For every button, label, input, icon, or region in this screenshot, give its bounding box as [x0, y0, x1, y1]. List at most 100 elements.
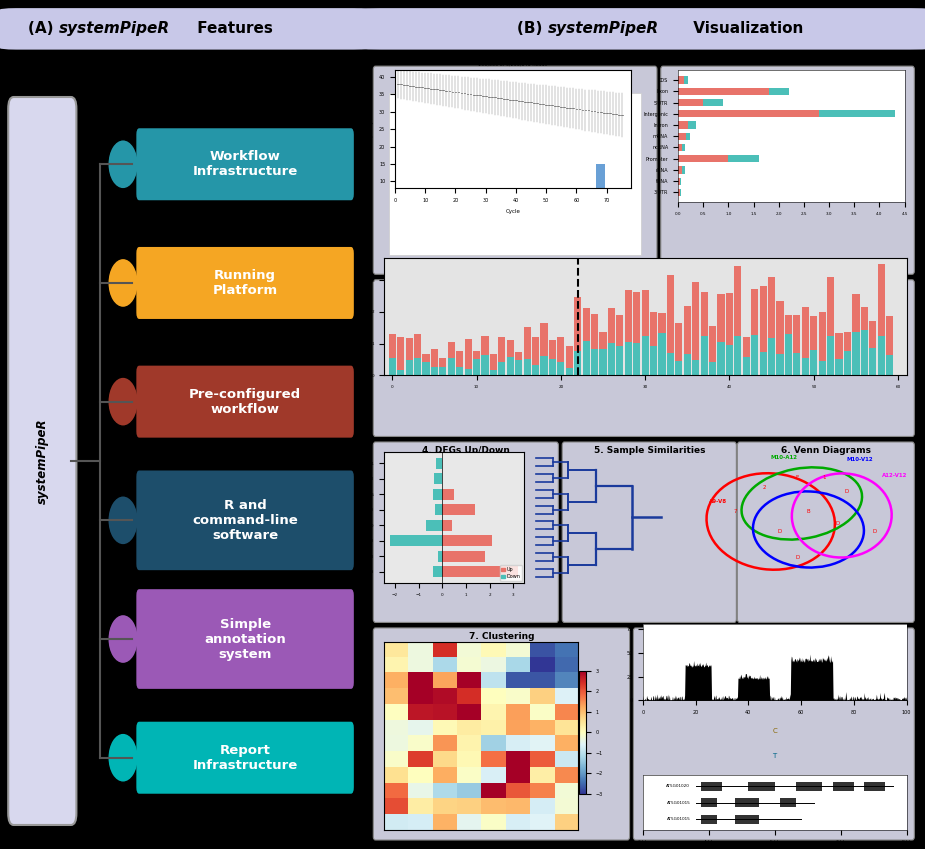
Text: AT5G01015: AT5G01015 [667, 818, 690, 821]
Bar [718, 294, 724, 342]
Bar [844, 332, 851, 351]
Bar [540, 356, 548, 375]
FancyBboxPatch shape [8, 97, 77, 825]
Text: (A): (A) [28, 21, 58, 37]
Bar [886, 355, 894, 375]
Text: D: D [845, 489, 848, 494]
Bar [827, 335, 834, 375]
Bar [678, 110, 819, 117]
Bar [785, 334, 792, 375]
Bar [624, 341, 632, 375]
FancyBboxPatch shape [374, 280, 914, 436]
Bar [701, 782, 722, 790]
Text: 1: 1 [822, 475, 826, 480]
Bar [852, 295, 859, 332]
Text: C: C [772, 728, 777, 734]
Bar [751, 335, 758, 375]
Bar [433, 566, 442, 577]
Bar [878, 264, 885, 335]
Bar [574, 297, 581, 351]
Bar [439, 367, 447, 375]
Y-axis label: Quality: Quality [368, 119, 374, 139]
Bar [388, 334, 396, 358]
FancyBboxPatch shape [737, 442, 914, 622]
Bar [794, 315, 800, 352]
Bar [678, 188, 680, 196]
Bar [700, 292, 708, 335]
Text: Running
Platform: Running Platform [213, 269, 278, 297]
Text: 7. Clustering: 7. Clustering [469, 632, 534, 641]
Bar [442, 566, 518, 577]
Bar [685, 132, 690, 140]
Bar [464, 340, 472, 368]
Bar [728, 155, 758, 162]
FancyBboxPatch shape [353, 8, 925, 49]
Text: 3. Coverage Summary for Many/All CDSs or Transcripts: 3. Coverage Summary for Many/All CDSs or… [504, 284, 783, 293]
Bar [608, 307, 615, 343]
Bar [464, 368, 472, 375]
Bar [852, 332, 859, 375]
Bar [709, 363, 716, 375]
Bar [678, 87, 769, 95]
Bar [675, 361, 683, 375]
X-axis label: Cycle: Cycle [505, 209, 521, 214]
Bar [659, 333, 666, 375]
Bar [642, 290, 648, 336]
Text: +: + [816, 314, 822, 320]
FancyBboxPatch shape [136, 470, 354, 571]
Bar [734, 266, 742, 336]
Bar [886, 317, 894, 355]
FancyBboxPatch shape [0, 8, 371, 49]
Bar [735, 815, 758, 824]
Bar [442, 520, 451, 531]
Bar [864, 782, 885, 790]
Text: D: D [835, 521, 839, 526]
Text: M10-A12: M10-A12 [771, 455, 797, 460]
Ellipse shape [108, 496, 139, 545]
Bar [684, 76, 688, 84]
Bar [532, 365, 539, 375]
Bar [769, 87, 789, 95]
Bar [726, 293, 734, 346]
Ellipse shape [108, 734, 139, 782]
Bar [599, 349, 607, 375]
Bar [591, 314, 598, 349]
Bar [675, 323, 683, 361]
Bar [431, 349, 438, 367]
Bar [524, 359, 531, 375]
Bar [442, 551, 485, 562]
Bar [388, 358, 396, 375]
Bar [678, 132, 685, 140]
Bar [574, 351, 581, 375]
Text: AT5G01020: AT5G01020 [666, 784, 690, 788]
Bar [442, 489, 454, 500]
Bar [726, 346, 734, 375]
Bar [650, 312, 657, 346]
Bar [835, 333, 843, 358]
Bar [780, 798, 796, 807]
Bar [507, 357, 514, 375]
Bar [414, 335, 421, 358]
Text: Strand: Strand [811, 295, 840, 305]
Bar [515, 352, 523, 361]
Bar [832, 782, 854, 790]
Bar [397, 337, 404, 369]
Ellipse shape [108, 140, 139, 188]
Text: 8. Genome Views: ggbio/gviz/IGV/...: 8. Genome Views: ggbio/gviz/IGV/... [684, 632, 864, 641]
Bar [678, 177, 680, 185]
Bar [861, 330, 868, 375]
Text: 1. Detailed Read QC Report: 1. Detailed Read QC Report [446, 70, 585, 79]
Bar [678, 121, 688, 129]
FancyBboxPatch shape [374, 442, 559, 622]
Bar [431, 367, 438, 375]
Bar [591, 349, 598, 375]
Bar [434, 473, 442, 484]
Text: Report
Infrastructure: Report Infrastructure [192, 744, 298, 772]
Bar [684, 353, 691, 375]
Bar [426, 520, 442, 531]
Bar [751, 290, 758, 335]
Bar [456, 351, 463, 368]
Bar [701, 798, 717, 807]
Bar [796, 782, 822, 790]
Bar [599, 332, 607, 349]
